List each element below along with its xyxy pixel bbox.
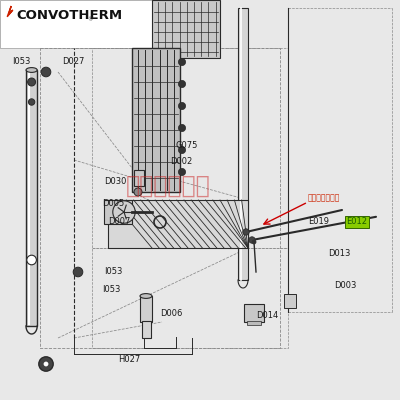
Circle shape [134,188,142,196]
Bar [134,170,144,186]
Circle shape [178,146,186,154]
Text: D007: D007 [108,218,130,226]
Text: H027: H027 [118,356,140,364]
Text: D027: D027 [62,58,84,66]
Circle shape [113,201,135,223]
Circle shape [178,102,186,110]
Bar [247,321,261,325]
Circle shape [178,168,186,176]
Bar [284,294,296,308]
Circle shape [178,124,186,132]
Text: D006: D006 [160,310,182,318]
Polygon shape [7,6,13,17]
Circle shape [178,80,186,88]
Circle shape [73,267,83,277]
Circle shape [27,255,36,265]
Text: CONVOTHERM: CONVOTHERM [17,9,123,22]
Text: D030: D030 [104,178,126,186]
Text: E012: E012 [346,218,367,226]
Text: D005: D005 [102,200,124,208]
Text: ®: ® [87,17,93,22]
Circle shape [28,78,36,86]
Bar [132,48,180,192]
Bar [26,70,37,326]
Circle shape [243,229,249,235]
Text: D014: D014 [256,312,278,320]
Text: D003: D003 [334,282,356,290]
Bar [0,0,184,48]
Text: D013: D013 [328,250,350,258]
Polygon shape [108,200,248,248]
Circle shape [28,99,35,105]
Circle shape [41,67,51,77]
Text: E019: E019 [308,218,329,226]
Text: I053: I053 [102,286,120,294]
Circle shape [252,240,256,244]
Circle shape [178,58,186,66]
Text: I053: I053 [104,268,122,276]
Bar [104,200,132,224]
Bar [238,8,248,280]
Ellipse shape [26,68,37,72]
Circle shape [249,237,255,243]
Ellipse shape [140,294,152,298]
Circle shape [39,357,53,371]
Bar [152,0,220,58]
Bar [140,296,152,322]
Bar [142,321,151,338]
Text: 锅炉温度传感器: 锅炉温度传感器 [308,194,340,202]
Circle shape [44,362,48,366]
Text: 鼎好商厨配件: 鼎好商厨配件 [126,174,210,198]
Bar [244,304,264,322]
Text: I053: I053 [12,58,30,66]
Text: G075: G075 [176,142,198,150]
Text: D002: D002 [170,158,192,166]
